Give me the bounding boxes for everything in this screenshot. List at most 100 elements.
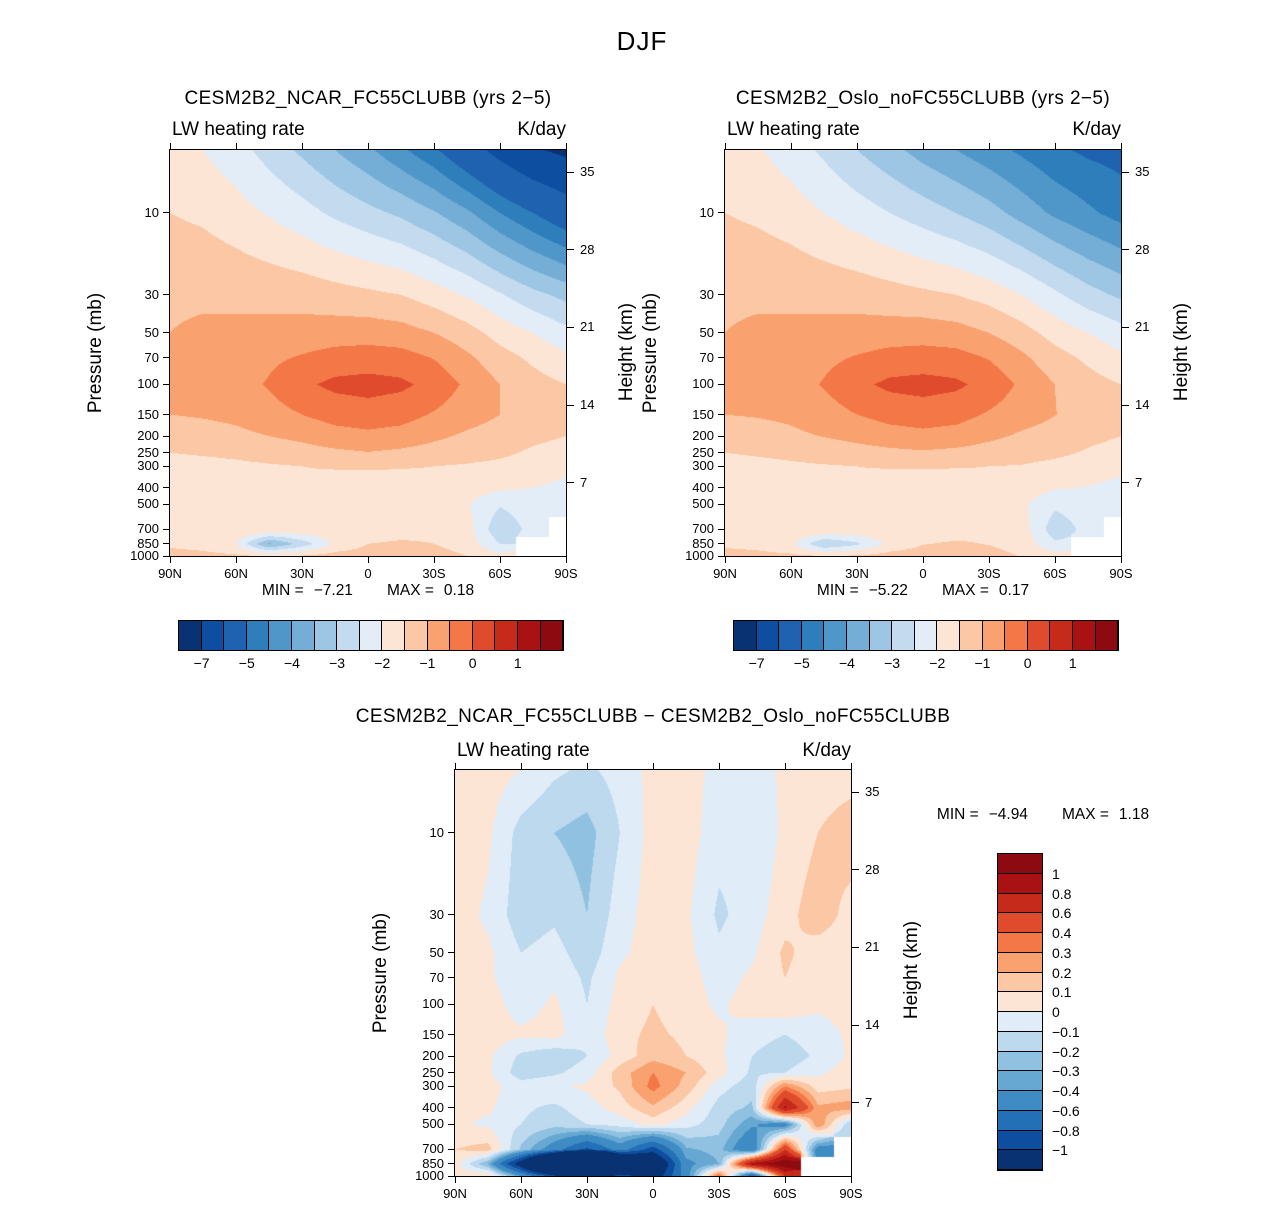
latitude-axis-tick [856,556,858,563]
colorbar-segment [201,621,225,650]
colorbar-segment [269,621,292,650]
latitude-tick-label: 60N [779,566,803,581]
max-value: 0.17 [998,582,1030,599]
pressure-axis-tick [448,1107,455,1109]
colorbar-segment [982,621,1006,650]
colorbar-tick-label: −0.6 [1052,1102,1080,1119]
pressure-tick-label: 200 [692,428,714,444]
latitude-tick-label: 90N [713,566,737,581]
pressure-axis-tick [448,1085,455,1087]
pressure-axis-tick [718,414,725,416]
pressure-axis-tick [718,435,725,437]
pressure-axis-tick [448,1123,455,1125]
pressure-tick-label: 500 [137,496,159,512]
colorbar-tick-label: 0.6 [1052,905,1072,922]
colorbar-segment [824,621,847,650]
latitude-axis-tick-top [1120,143,1122,150]
latitude-axis-tick [988,556,990,563]
pressure-tick-label: 200 [422,1048,444,1064]
latitude-tick-label: 60N [224,566,248,581]
pressure-tick-label: 400 [137,479,159,495]
latitude-axis-tick [433,556,435,563]
colorbar-segment [846,621,870,650]
colorbar-tick-label: 0 [1052,1004,1060,1020]
colorbar-segment [1072,621,1096,650]
latitude-axis-tick [922,556,924,563]
height-axis-tick [851,869,859,871]
colorbar-segment [314,621,338,650]
height-axis-tick [1121,404,1129,406]
pressure-axis-tick [448,1003,455,1005]
latitude-axis-tick [367,556,369,563]
height-tick-label: 28 [865,861,880,877]
pressure-axis-tick [448,914,455,916]
panel-b-units-label: K/day [1072,119,1121,140]
min-value: −5.22 [868,582,908,599]
height-axis-tick [1121,326,1129,328]
latitude-axis-tick-top [652,763,654,770]
latitude-tick-label: 30N [290,566,314,581]
panel-a-units-label: K/day [517,119,566,140]
latitude-axis-tick [1120,556,1122,563]
latitude-axis-tick [790,556,792,563]
height-tick-label: 28 [580,241,595,257]
pressure-tick-label: 1000 [415,1168,444,1183]
pressure-axis-tick [163,528,170,530]
panel-diff-title: CESM2B2_NCAR_FC55CLUBB − CESM2B2_Oslo_no… [355,706,951,727]
height-axis-tick [566,326,574,328]
colorbar-segment [779,621,802,650]
pressure-tick-label: 100 [692,376,714,392]
pressure-axis-tick [718,555,725,557]
pressure-tick-label: 50 [144,324,159,340]
panel-diff-colorbar: 1 0.8 0.6 0.4 0.3 0.2 0.1 0 −0.1 −0.2 −0.3 −0.4 −0.6… [997,853,1080,1171]
pressure-tick-label: 400 [422,1099,444,1115]
pressure-tick-label: 250 [422,1064,444,1080]
pressure-axis-tick [448,1072,455,1074]
panel-b-subtitle-left: LW heating rate [727,119,860,140]
colorbar-tick-label: 0.1 [1052,984,1072,1001]
pressure-axis-tick [718,212,725,214]
colorbar-segment [937,621,960,650]
pressure-tick-label: 850 [692,535,714,551]
colorbar-tick-label: 0 [1023,655,1032,671]
pressure-tick-label: 500 [422,1116,444,1132]
panel-b-stats: MIN = −5.22 MAX = 0.17 [817,582,1029,600]
colorbar-segment [998,1110,1042,1131]
pressure-tick-label: 400 [692,479,714,495]
latitude-tick-label: 30N [845,566,869,581]
colorbar-segment [998,1130,1042,1151]
latitude-axis-tick [169,556,171,563]
latitude-axis-tick-top [1054,143,1056,150]
pressure-axis-tick [163,294,170,296]
panel-a-subtitle-left: LW heating rate [172,119,305,140]
colorbar-segment [998,933,1042,953]
colorbar-segment [801,621,825,650]
min-value: −7.21 [313,582,353,599]
pressure-axis-tick [718,357,725,359]
colorbar-segment [998,1031,1042,1052]
colorbar-segment [540,621,564,650]
height-tick-label: 7 [865,1094,873,1110]
pressure-tick-label: 1000 [685,548,714,563]
latitude-tick-label: 30S [977,566,1001,581]
pressure-axis-tick [448,1034,455,1036]
latitude-axis-tick-top [856,143,858,150]
panel-diff-pressure-axis-label: Pressure (mb) [370,912,391,1034]
latitude-axis-tick [301,556,303,563]
latitude-axis-tick [724,556,726,563]
pressure-axis-tick [163,543,170,545]
panel-b-contour-canvas [725,150,1121,556]
height-tick-label: 14 [1135,397,1150,413]
height-axis-tick [566,404,574,406]
colorbar-tick-label: −5 [238,655,255,671]
colorbar-segment [998,972,1042,993]
height-axis-tick [851,1102,859,1104]
colorbar-tick-label: −3 [329,655,346,671]
pressure-axis-tick [163,414,170,416]
figure-title: DJF [616,26,668,56]
height-tick-label: 7 [1135,474,1143,490]
latitude-axis-tick [652,1176,654,1183]
latitude-axis-tick [499,556,501,563]
height-axis-tick [1121,482,1129,484]
latitude-axis-tick-top [520,763,522,770]
